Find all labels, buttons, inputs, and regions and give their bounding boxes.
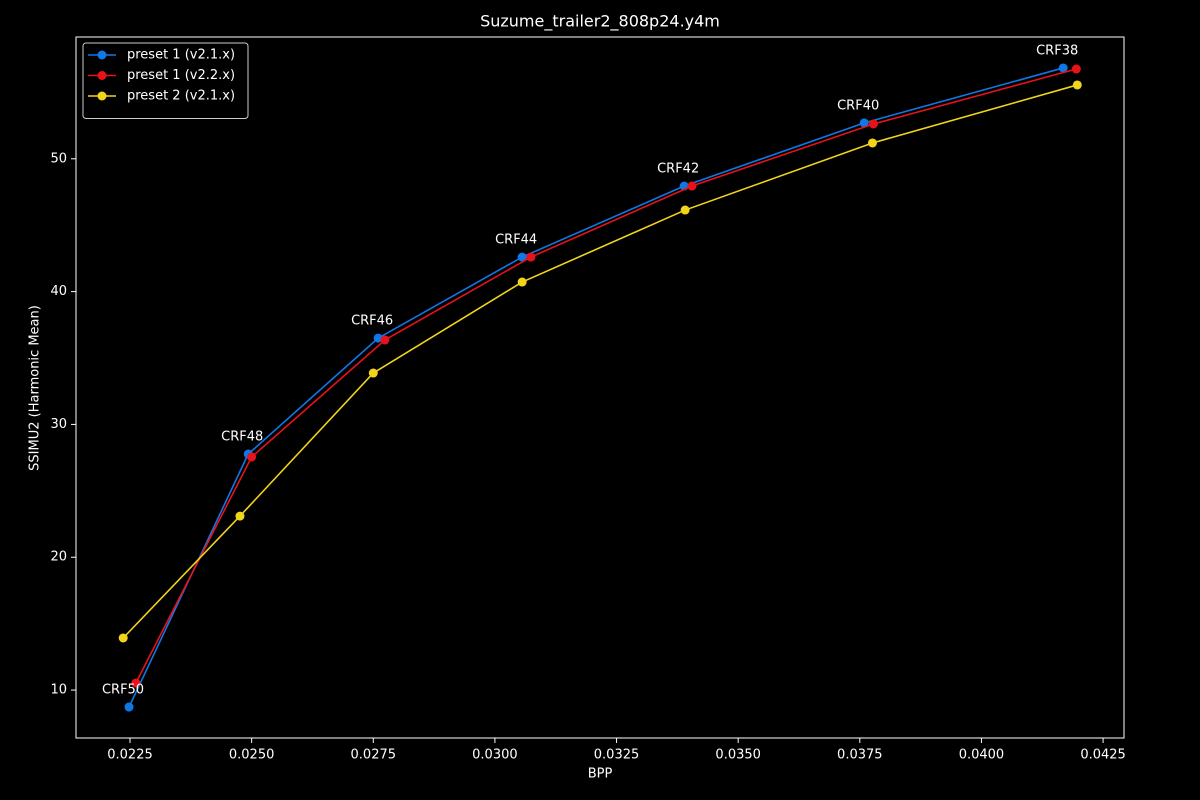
x-tick-label: 0.0225 bbox=[107, 748, 153, 763]
legend-marker bbox=[97, 91, 107, 101]
x-tick-label: 0.0250 bbox=[229, 748, 275, 763]
data-point bbox=[118, 633, 128, 643]
legend-marker bbox=[97, 50, 107, 60]
y-tick-label: 20 bbox=[50, 550, 67, 565]
data-point bbox=[517, 252, 527, 262]
data-point bbox=[1072, 80, 1082, 90]
x-tick-label: 0.0375 bbox=[837, 748, 883, 763]
y-axis-label: SSIMU2 (Harmonic Mean) bbox=[28, 305, 43, 471]
data-point bbox=[124, 702, 134, 712]
y-tick-label: 10 bbox=[50, 683, 67, 698]
annotation: CRF38 bbox=[1036, 43, 1078, 58]
data-point bbox=[235, 511, 245, 521]
data-point bbox=[368, 368, 378, 378]
legend-label: preset 1 (v2.1.x) bbox=[127, 48, 235, 63]
annotation: CRF48 bbox=[221, 430, 263, 445]
legend-label: preset 2 (v2.1.x) bbox=[127, 89, 235, 104]
x-tick-label: 0.0400 bbox=[959, 748, 1005, 763]
data-point bbox=[867, 138, 877, 148]
data-point bbox=[1058, 63, 1068, 73]
data-point bbox=[247, 452, 257, 462]
data-point bbox=[868, 119, 878, 129]
data-point bbox=[526, 252, 536, 262]
y-tick-label: 30 bbox=[50, 417, 67, 432]
y-tick-label: 40 bbox=[50, 284, 67, 299]
legend-label: preset 1 (v2.2.x) bbox=[127, 68, 235, 83]
x-tick-label: 0.0325 bbox=[594, 748, 640, 763]
data-point bbox=[131, 678, 141, 688]
data-point bbox=[517, 277, 527, 287]
series-line bbox=[128, 67, 1064, 708]
data-point bbox=[373, 333, 383, 343]
data-point bbox=[1071, 64, 1081, 74]
data-point bbox=[680, 205, 690, 215]
data-point bbox=[687, 181, 697, 191]
data-point bbox=[859, 118, 869, 128]
y-tick-label: 50 bbox=[50, 151, 67, 166]
series-line bbox=[135, 68, 1077, 684]
x-tick-label: 0.0425 bbox=[1080, 748, 1126, 763]
data-point bbox=[380, 335, 390, 345]
annotation: CRF50 bbox=[102, 683, 144, 698]
annotation: CRF40 bbox=[837, 98, 879, 113]
legend-box bbox=[82, 42, 249, 119]
x-axis-label: BPP bbox=[588, 767, 613, 782]
x-tick-label: 0.0350 bbox=[715, 748, 761, 763]
legend-marker bbox=[97, 71, 107, 80]
series-line bbox=[122, 84, 1078, 639]
plot-frame bbox=[75, 36, 1125, 739]
chart-title: Suzume_trailer2_808p24.y4m bbox=[480, 12, 720, 32]
x-tick-label: 0.0275 bbox=[351, 748, 397, 763]
annotation: CRF46 bbox=[351, 314, 393, 329]
annotation: CRF44 bbox=[495, 233, 537, 248]
x-tick-label: 0.0300 bbox=[472, 748, 518, 763]
annotation: CRF42 bbox=[657, 162, 699, 177]
